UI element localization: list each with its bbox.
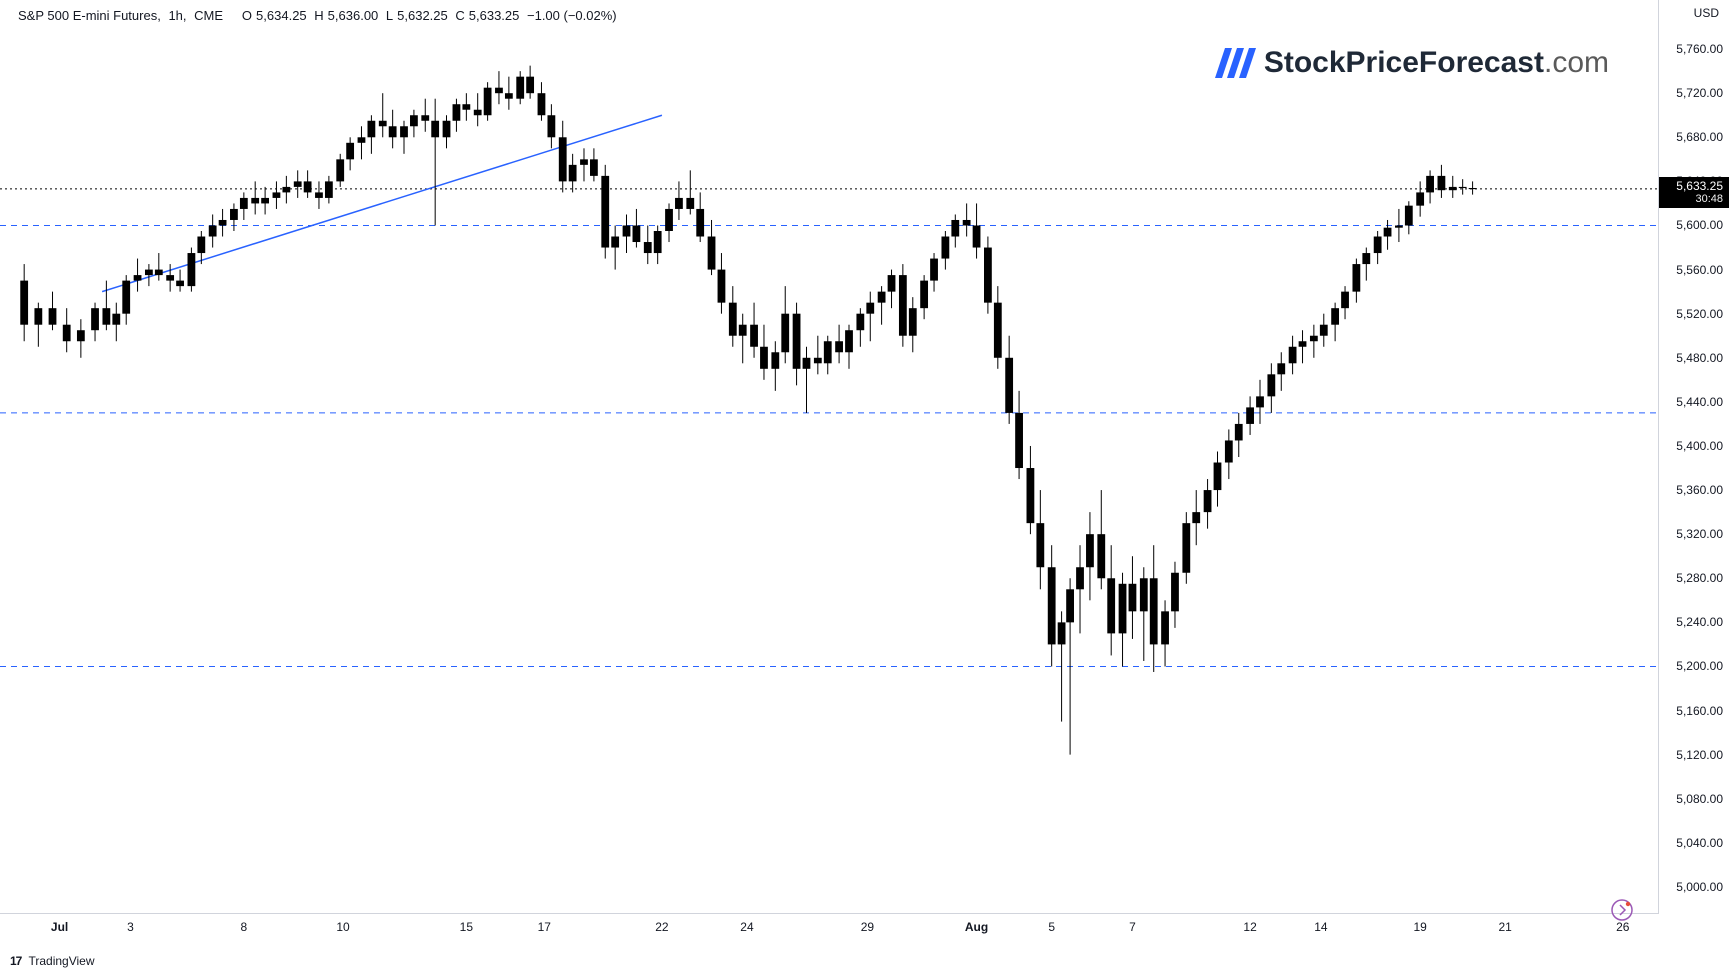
ohlc-l-val: 5,632.25 (397, 8, 448, 23)
y-tick: 5,680.00 (1676, 130, 1723, 144)
watermark-text-2: .com (1544, 46, 1609, 79)
x-tick: 29 (861, 920, 874, 934)
y-tick: 5,560.00 (1676, 263, 1723, 277)
interval-label[interactable]: 1h, (168, 8, 186, 23)
y-tick: 5,080.00 (1676, 792, 1723, 806)
ohlc-l-label: L (386, 8, 393, 23)
watermark-text-1: StockPriceForecast (1264, 46, 1544, 79)
ohlc-o-label: O (242, 8, 252, 23)
symbol-name[interactable]: S&P 500 E-mini Futures, (18, 8, 161, 23)
x-tick: 14 (1314, 920, 1327, 934)
y-tick: 5,320.00 (1676, 527, 1723, 541)
y-tick: 5,600.00 (1676, 218, 1723, 232)
x-tick: Jul (51, 920, 68, 934)
ohlc-c-val: 5,633.25 (469, 8, 520, 23)
slashes-icon (1212, 48, 1256, 78)
x-tick: 21 (1499, 920, 1512, 934)
x-tick: 19 (1413, 920, 1426, 934)
price-tag-value: 5,633.25 (1665, 179, 1723, 193)
ohlc-h-val: 5,636.00 (328, 8, 379, 23)
tv-logo-icon: 17 (10, 954, 21, 968)
y-tick: 5,120.00 (1676, 748, 1723, 762)
ohlc-c-label: C (455, 8, 464, 23)
y-tick: 5,000.00 (1676, 880, 1723, 894)
y-tick: 5,280.00 (1676, 571, 1723, 585)
x-tick: 12 (1243, 920, 1256, 934)
x-tick: 8 (241, 920, 248, 934)
x-tick: 22 (655, 920, 668, 934)
y-axis-title: USD (1694, 6, 1719, 20)
x-tick: 15 (460, 920, 473, 934)
x-tick: 3 (127, 920, 134, 934)
x-tick: 5 (1048, 920, 1055, 934)
y-tick: 5,040.00 (1676, 836, 1723, 850)
price-tag-countdown: 30:48 (1665, 193, 1723, 206)
tv-label: TradingView (28, 954, 94, 968)
y-tick: 5,440.00 (1676, 395, 1723, 409)
watermark-logo: StockPriceForecast.com (1212, 46, 1609, 80)
y-tick: 5,240.00 (1676, 615, 1723, 629)
x-tick: 7 (1129, 920, 1136, 934)
scroll-to-end-icon[interactable] (1611, 899, 1633, 926)
y-tick: 5,480.00 (1676, 351, 1723, 365)
ohlc-h-label: H (314, 8, 323, 23)
chart-header: S&P 500 E-mini Futures, 1h, CME O 5,634.2… (18, 8, 621, 23)
tradingview-attribution[interactable]: 17 TradingView (10, 954, 95, 968)
y-tick: 5,200.00 (1676, 659, 1723, 673)
y-axis[interactable]: USD 5,760.005,720.005,680.005,640.005,60… (1658, 0, 1729, 930)
y-tick: 5,520.00 (1676, 307, 1723, 321)
x-tick: 10 (336, 920, 349, 934)
x-tick: 24 (740, 920, 753, 934)
ohlc-o-val: 5,634.25 (256, 8, 307, 23)
change-label: −1.00 (−0.02%) (527, 8, 617, 23)
x-tick: 17 (538, 920, 551, 934)
x-tick: Aug (965, 920, 988, 934)
y-tick: 5,400.00 (1676, 439, 1723, 453)
price-chart[interactable] (0, 0, 1659, 914)
y-tick: 5,720.00 (1676, 86, 1723, 100)
x-axis[interactable]: Jul38101517222429Aug571214192126 (0, 913, 1659, 944)
y-tick: 5,160.00 (1676, 704, 1723, 718)
y-tick: 5,360.00 (1676, 483, 1723, 497)
exchange-label: CME (194, 8, 223, 23)
current-price-tag: 5,633.25 30:48 (1659, 177, 1729, 209)
y-tick: 5,760.00 (1676, 42, 1723, 56)
